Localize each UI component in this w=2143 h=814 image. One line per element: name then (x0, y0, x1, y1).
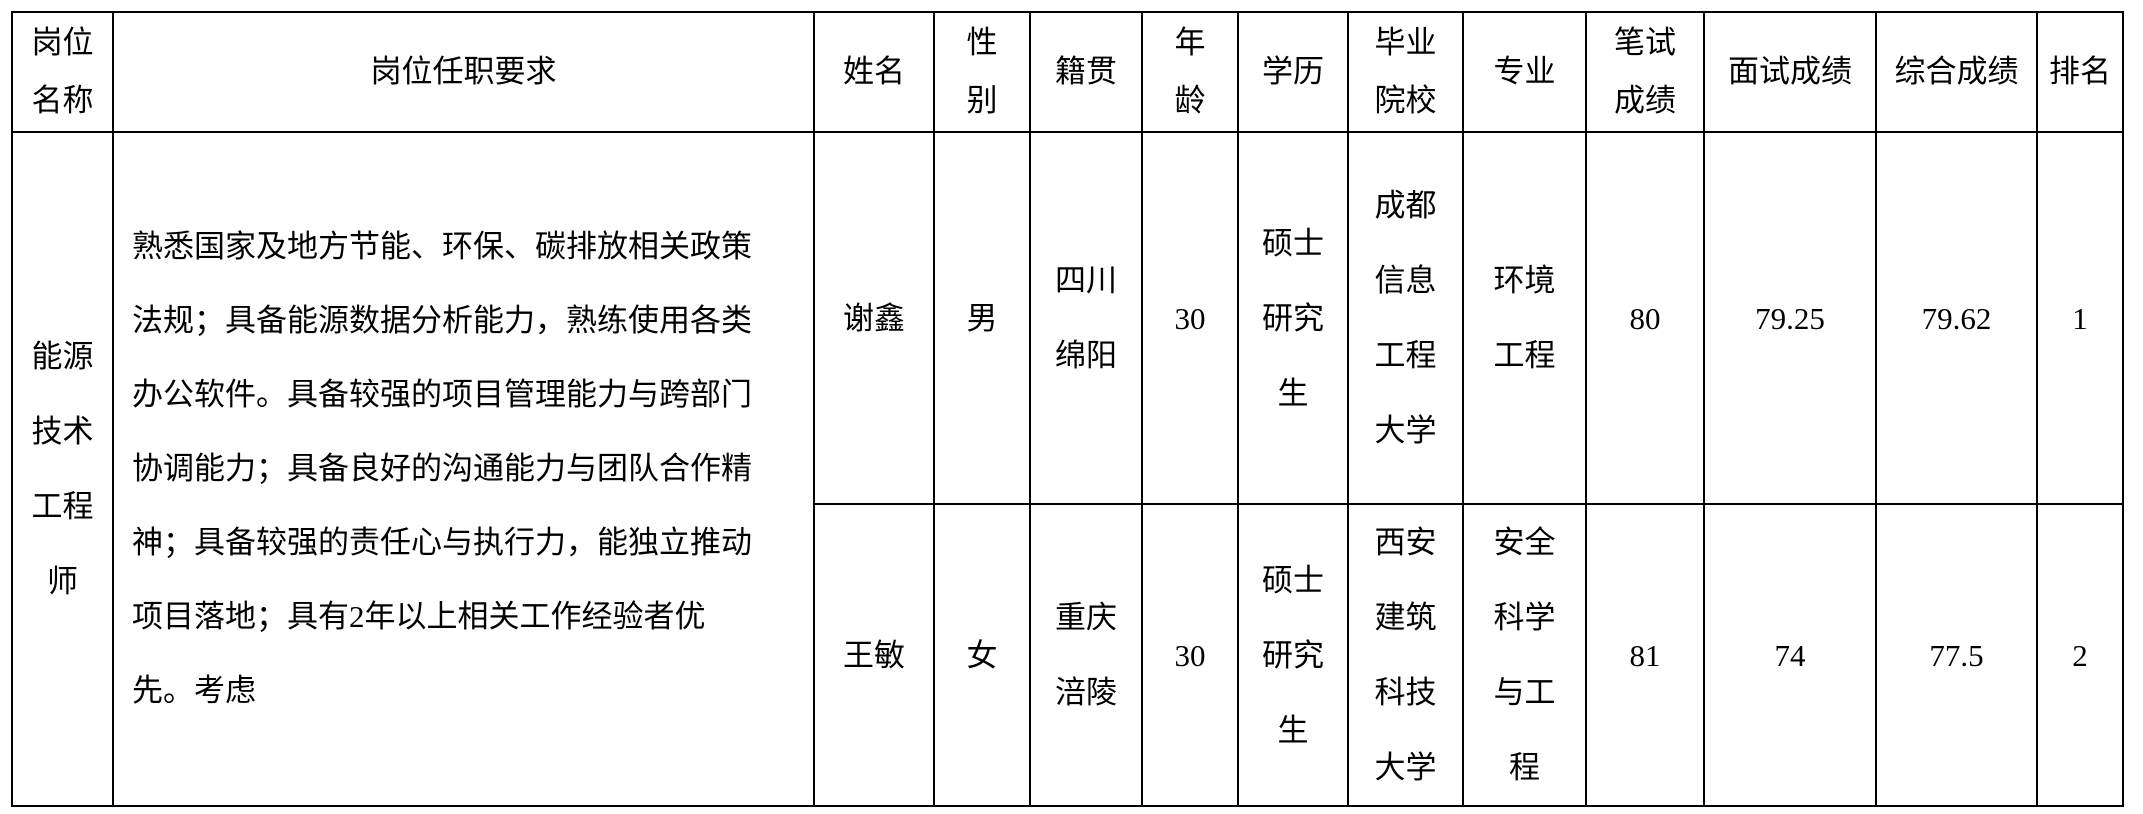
header-requirements: 岗位任职要求 (112, 11, 815, 133)
table-row: 王敏 女 重庆涪陵 30 硕士研究生 西安建筑科技大学 安全科学与工程 81 7… (12, 503, 2124, 807)
interview-score-cell: 79.25 (1703, 131, 1877, 505)
header-rank: 排名 (2036, 11, 2124, 133)
position-cell: 能源技术工程师 (11, 131, 114, 807)
header-interview: 面试成绩 (1703, 11, 1877, 133)
header-origin: 籍贯 (1029, 11, 1143, 133)
name-cell: 谢鑫 (813, 131, 935, 505)
origin-cell: 四川绵阳 (1029, 131, 1143, 505)
table-row: 能源技术工程师 熟悉国家及地方节能、环保、碳排放相关政策法规；具备能源数据分析能… (11, 131, 2124, 807)
header-gender: 性别 (933, 11, 1031, 133)
rank-cell: 1 (2036, 131, 2124, 505)
gender-cell: 男 (933, 131, 1031, 505)
header-name: 姓名 (813, 11, 935, 133)
header-school: 毕业院校 (1347, 11, 1464, 133)
age-cell: 30 (1141, 503, 1239, 807)
school-cell: 成都信息工程大学 (1347, 131, 1464, 505)
requirements-cell: 熟悉国家及地方节能、环保、碳排放相关政策法规；具备能源数据分析能力，熟练使用各类… (112, 131, 815, 807)
header-total: 综合成绩 (1875, 11, 2038, 133)
header-written: 笔试成绩 (1585, 11, 1705, 133)
rank-cell: 2 (2036, 503, 2124, 807)
header-education: 学历 (1237, 11, 1349, 133)
gender-cell: 女 (933, 503, 1031, 807)
school-cell: 西安建筑科技大学 (1347, 503, 1464, 807)
interview-score-cell: 74 (1703, 503, 1877, 807)
header-row: 岗位名称 岗位任职要求 姓名 性别 籍贯 年龄 学历 毕业院校 专业 笔试成绩 … (11, 11, 2124, 133)
total-score-cell: 79.62 (1875, 131, 2038, 505)
written-score-cell: 80 (1585, 131, 1705, 505)
age-cell: 30 (1141, 131, 1239, 505)
header-age: 年龄 (1141, 11, 1239, 133)
major-cell: 环境工程 (1462, 131, 1587, 505)
education-cell: 硕士研究生 (1237, 131, 1349, 505)
major-cell: 安全科学与工程 (1462, 503, 1587, 807)
name-cell: 王敏 (813, 503, 935, 807)
written-score-cell: 81 (1585, 503, 1705, 807)
header-position: 岗位名称 (11, 11, 114, 133)
education-cell: 硕士研究生 (1237, 503, 1349, 807)
header-major: 专业 (1462, 11, 1587, 133)
origin-cell: 重庆涪陵 (1029, 503, 1143, 807)
total-score-cell: 77.5 (1875, 503, 2038, 807)
results-table: 岗位名称 岗位任职要求 姓名 性别 籍贯 年龄 学历 毕业院校 专业 笔试成绩 … (11, 11, 2124, 807)
